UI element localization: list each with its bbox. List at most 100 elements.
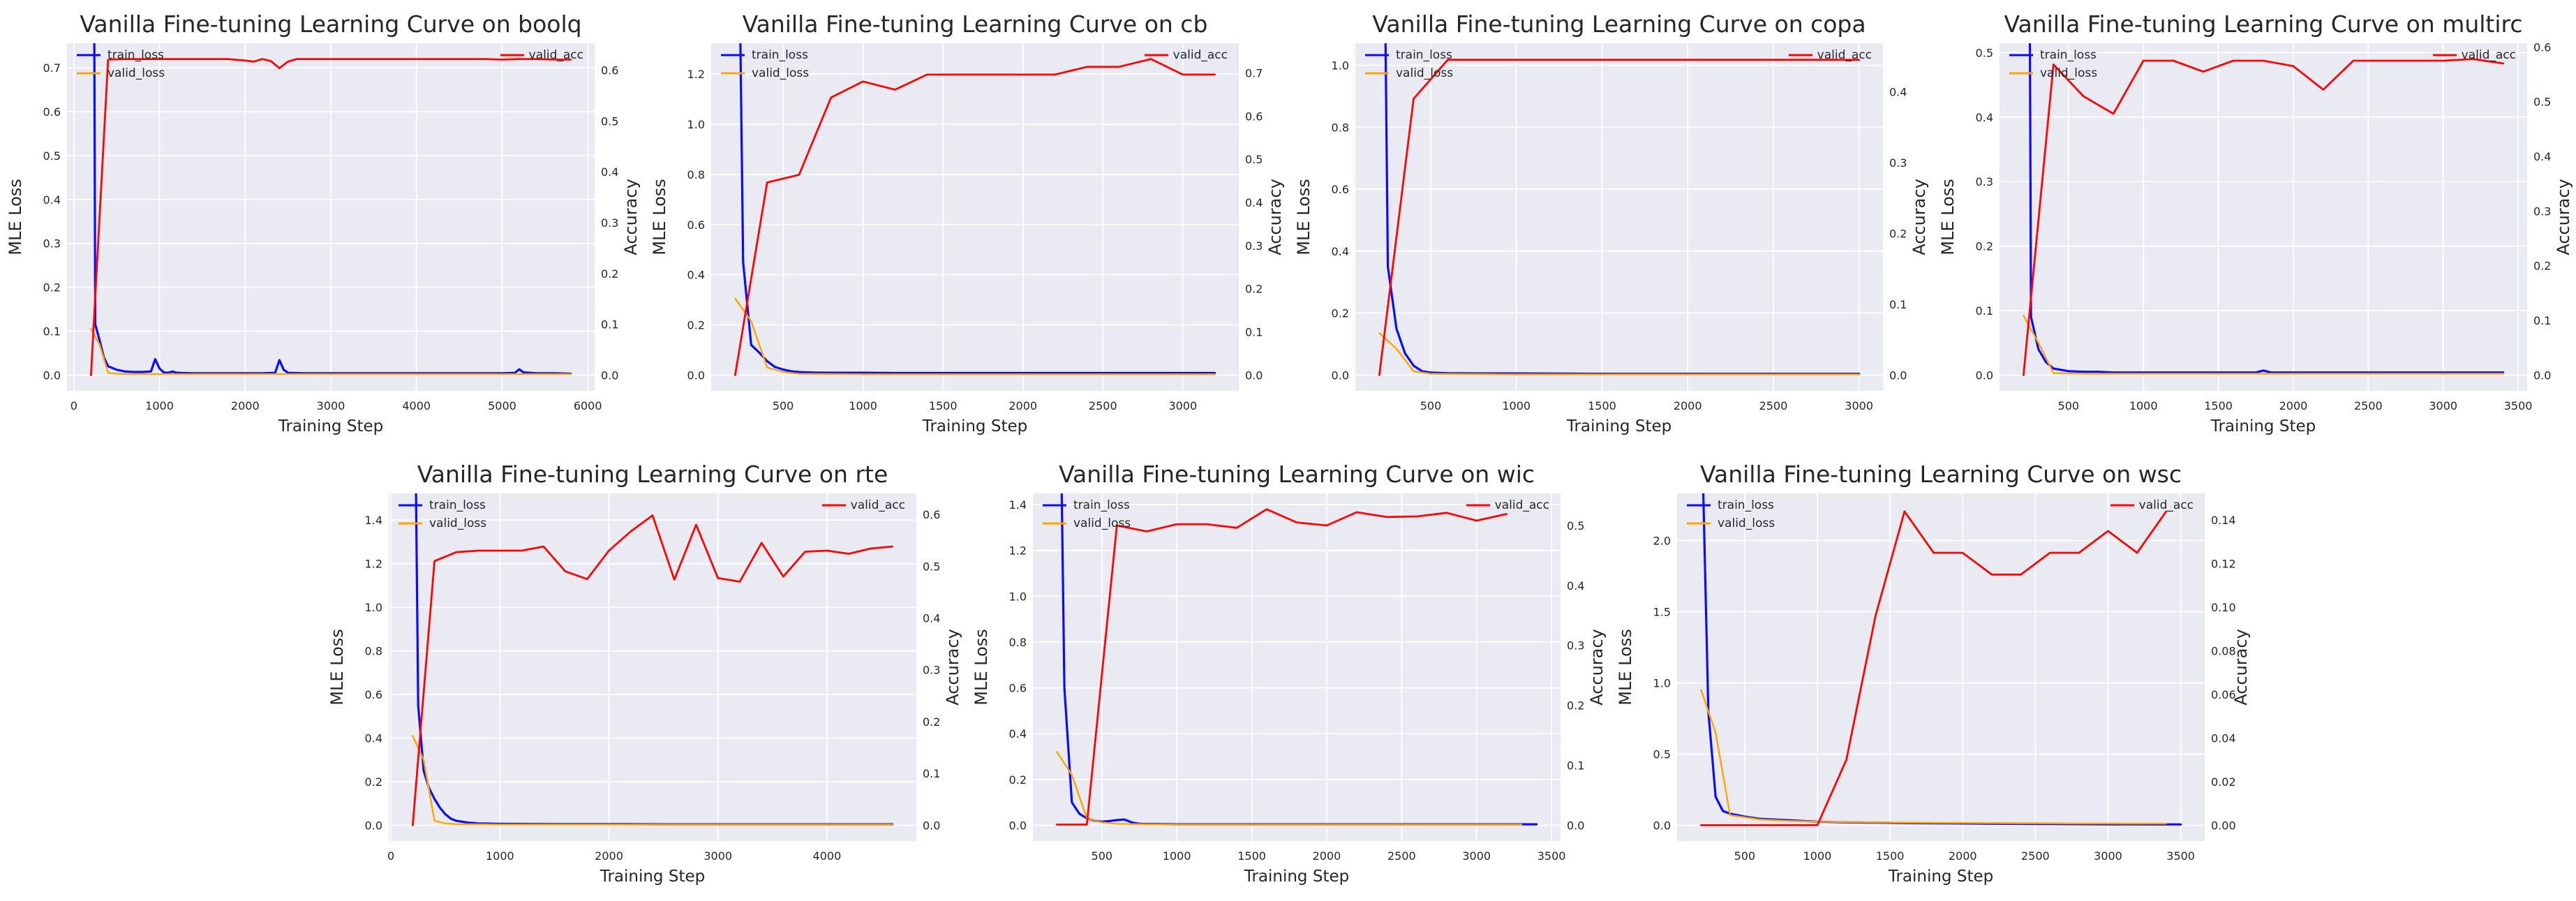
svg-text:1.4: 1.4 xyxy=(365,514,382,527)
valid-loss-legend-label: valid_loss xyxy=(2040,66,2097,80)
svg-text:1.4: 1.4 xyxy=(1009,498,1027,512)
svg-text:0.5: 0.5 xyxy=(43,149,61,163)
plot-area xyxy=(2000,43,2527,391)
svg-text:0.2: 0.2 xyxy=(1976,240,1993,253)
svg-text:0.4: 0.4 xyxy=(1245,196,1263,209)
svg-text:4000: 4000 xyxy=(813,849,842,863)
valid-acc-legend-label: valid_acc xyxy=(1173,48,1228,62)
valid-loss-line xyxy=(412,735,893,826)
x-axis-label: Training Step xyxy=(1244,868,1349,886)
svg-text:1500: 1500 xyxy=(1588,399,1616,412)
svg-text:0.6: 0.6 xyxy=(1332,183,1349,196)
valid-loss-legend-label: valid_loss xyxy=(1073,516,1131,530)
svg-text:2500: 2500 xyxy=(1759,399,1788,412)
y-axis-right-ticks: 0.0 0.1 0.2 0.3 0.4 0.5 0.6 xyxy=(2533,40,2551,382)
svg-text:2000: 2000 xyxy=(595,849,623,863)
svg-text:0.3: 0.3 xyxy=(1245,239,1263,253)
svg-text:0.0: 0.0 xyxy=(1567,819,1584,832)
svg-text:0.6: 0.6 xyxy=(2533,40,2551,54)
svg-text:1.2: 1.2 xyxy=(687,68,705,81)
train-loss-legend-label: train_loss xyxy=(1718,498,1774,512)
svg-text:1.2: 1.2 xyxy=(1009,544,1027,558)
svg-text:1500: 1500 xyxy=(1237,849,1266,863)
svg-text:1.0: 1.0 xyxy=(687,118,705,131)
valid-loss-line xyxy=(1056,751,1523,826)
y-axis-label-right: Accuracy xyxy=(621,179,641,255)
gridlines xyxy=(389,493,916,841)
svg-text:0.04: 0.04 xyxy=(2211,731,2236,745)
svg-text:0.2: 0.2 xyxy=(1889,227,1907,240)
svg-text:0.5: 0.5 xyxy=(1653,747,1671,761)
svg-text:0.1: 0.1 xyxy=(1976,304,1993,318)
chart-title: Vanilla Fine-tuning Learning Curve on wi… xyxy=(1059,461,1535,488)
svg-text:0.12: 0.12 xyxy=(2211,558,2236,571)
plot-area xyxy=(711,43,1239,391)
svg-text:0.2: 0.2 xyxy=(43,281,61,295)
svg-text:1000: 1000 xyxy=(486,849,514,863)
svg-text:2000: 2000 xyxy=(1313,849,1341,863)
legend-left: train_loss valid_loss xyxy=(399,498,486,530)
svg-text:0.6: 0.6 xyxy=(43,105,61,119)
svg-text:0.3: 0.3 xyxy=(43,237,61,251)
svg-text:0.0: 0.0 xyxy=(365,819,382,832)
plot-area xyxy=(1355,43,1883,391)
legend-left: train_loss valid_loss xyxy=(721,48,809,80)
svg-text:0.5: 0.5 xyxy=(1976,46,1993,59)
svg-text:3000: 3000 xyxy=(1462,849,1491,863)
svg-text:0.02: 0.02 xyxy=(2211,775,2236,789)
gridlines xyxy=(2000,43,2527,391)
valid-loss-line xyxy=(1378,332,1860,375)
chart-svg-wsc: Vanilla Fine-tuning Learning Curve on ws… xyxy=(1616,461,2251,886)
valid-acc-line xyxy=(2022,58,2504,376)
svg-text:2000: 2000 xyxy=(1674,399,1702,412)
svg-text:1.0: 1.0 xyxy=(1653,676,1671,690)
x-axis-label: Training Step xyxy=(922,417,1027,435)
valid-acc-legend-label: valid_acc xyxy=(2462,48,2516,62)
chart-wsc: Vanilla Fine-tuning Learning Curve on ws… xyxy=(1610,450,2254,900)
chart-cb: Vanilla Fine-tuning Learning Curve on cb… xyxy=(644,0,1288,450)
svg-text:6000: 6000 xyxy=(574,399,602,412)
svg-text:1000: 1000 xyxy=(1163,849,1191,863)
svg-text:1000: 1000 xyxy=(1803,849,1832,863)
x-axis-label: Training Step xyxy=(1566,417,1672,435)
svg-text:500: 500 xyxy=(1092,849,1113,863)
svg-text:0.2: 0.2 xyxy=(1009,773,1027,787)
svg-text:1500: 1500 xyxy=(1876,849,1905,863)
valid-acc-legend-label: valid_acc xyxy=(2139,498,2194,512)
svg-text:0.1: 0.1 xyxy=(2533,314,2551,327)
x-axis-ticks: 0 1000 2000 3000 4000 xyxy=(387,849,841,863)
svg-text:0.06: 0.06 xyxy=(2211,688,2236,701)
valid-loss-legend-label: valid_loss xyxy=(1718,516,1775,530)
svg-text:0.0: 0.0 xyxy=(1245,368,1263,382)
svg-text:0.0: 0.0 xyxy=(1009,819,1027,832)
x-axis-label: Training Step xyxy=(278,417,383,435)
svg-text:0.1: 0.1 xyxy=(43,325,61,338)
svg-text:0.5: 0.5 xyxy=(1245,153,1263,166)
svg-text:1.0: 1.0 xyxy=(1009,590,1027,603)
y-axis-label-left: MLE Loss xyxy=(971,629,991,706)
svg-text:0.1: 0.1 xyxy=(1889,298,1907,311)
y-axis-left-ticks: 0.0 0.5 1.0 1.5 2.0 xyxy=(1653,535,1671,833)
train-loss-legend-label: train_loss xyxy=(752,48,808,62)
svg-text:500: 500 xyxy=(773,399,794,412)
valid-loss-line xyxy=(90,328,572,375)
legend-right: valid_acc xyxy=(1145,48,1228,62)
svg-text:1000: 1000 xyxy=(2129,399,2158,412)
svg-text:2000: 2000 xyxy=(2279,399,2308,412)
svg-text:0.6: 0.6 xyxy=(1009,682,1027,695)
chart-title: Vanilla Fine-tuning Learning Curve on co… xyxy=(1372,10,1866,38)
chart-row-2: Vanilla Fine-tuning Learning Curve on rt… xyxy=(0,450,2576,900)
valid-acc-line xyxy=(1699,510,2168,826)
chart-svg-boolq: Vanilla Fine-tuning Learning Curve on bo… xyxy=(6,10,641,435)
y-axis-label-right: Accuracy xyxy=(2554,179,2573,255)
legend-right: valid_acc xyxy=(1789,48,1872,62)
valid-acc-legend-label: valid_acc xyxy=(851,498,905,512)
x-axis-ticks: 500 1000 1500 2000 2500 3000 3500 xyxy=(1092,849,1566,863)
svg-text:0: 0 xyxy=(70,399,77,412)
train-loss-legend-label: train_loss xyxy=(1396,48,1452,62)
legend-left: train_loss valid_loss xyxy=(1043,498,1131,530)
svg-text:0.3: 0.3 xyxy=(923,664,940,677)
svg-text:0.5: 0.5 xyxy=(2533,96,2551,109)
svg-text:0.4: 0.4 xyxy=(1009,727,1027,740)
svg-text:3000: 3000 xyxy=(703,849,732,863)
